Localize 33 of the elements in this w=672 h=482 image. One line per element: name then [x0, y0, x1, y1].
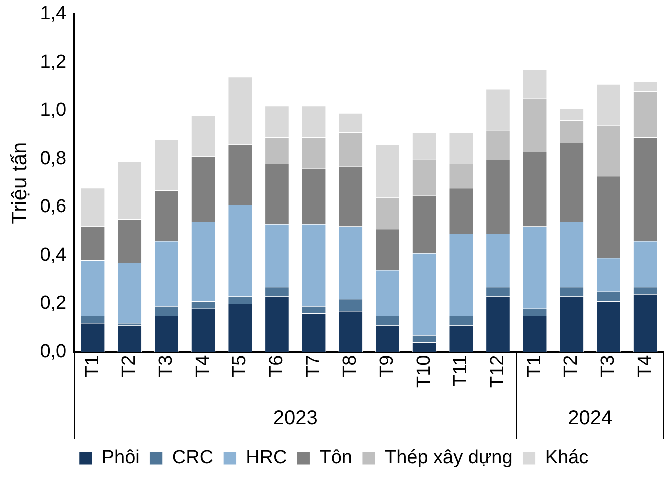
x-tick-label: T4 [634, 354, 656, 378]
x-tick-label: T1 [82, 355, 104, 378]
x-tick-label: T1 [524, 355, 546, 378]
legend-label: CRC [172, 448, 214, 469]
y-tick-label: 1,4 [40, 4, 68, 25]
y-tick-label: 1,0 [40, 100, 67, 122]
y-tick-label: 0,6 [40, 196, 67, 218]
y-tick-label: 0,2 [40, 293, 67, 314]
x-tick-label: T10 [414, 355, 435, 388]
y-tick-label: 0,0 [40, 341, 67, 362]
text: 2024 [568, 408, 613, 430]
legend-label: Phôi [102, 448, 140, 469]
x-tick-label: T12 [487, 355, 508, 388]
x-tick-label: T9 [376, 355, 398, 378]
x-tick-label: T2 [119, 355, 140, 378]
x-tick-label: T3 [598, 355, 619, 378]
x-tick-label: T3 [156, 355, 177, 378]
x-tick-label: T4 [192, 354, 214, 378]
x-tick-label: T7 [303, 355, 324, 378]
x-tick-label: T8 [340, 355, 362, 378]
y-tick-label: 1,2 [40, 52, 67, 73]
y-tick-label: 0,4 [40, 244, 68, 266]
legend-label: Tôn [320, 448, 352, 469]
y-axis-title: Triệu tấn [8, 142, 32, 224]
legend-label: Thép xây dựng [384, 448, 513, 469]
text: 2023 [273, 408, 318, 430]
x-tick-label: T2 [561, 355, 582, 378]
y-tick-label: 0,8 [40, 148, 67, 170]
x-tick-label: T11 [450, 355, 472, 387]
legend-label: Khác [545, 448, 589, 469]
x-tick-label: T6 [266, 355, 288, 378]
legend-label: HRC [246, 448, 288, 469]
x-tick-label: T5 [230, 355, 251, 378]
